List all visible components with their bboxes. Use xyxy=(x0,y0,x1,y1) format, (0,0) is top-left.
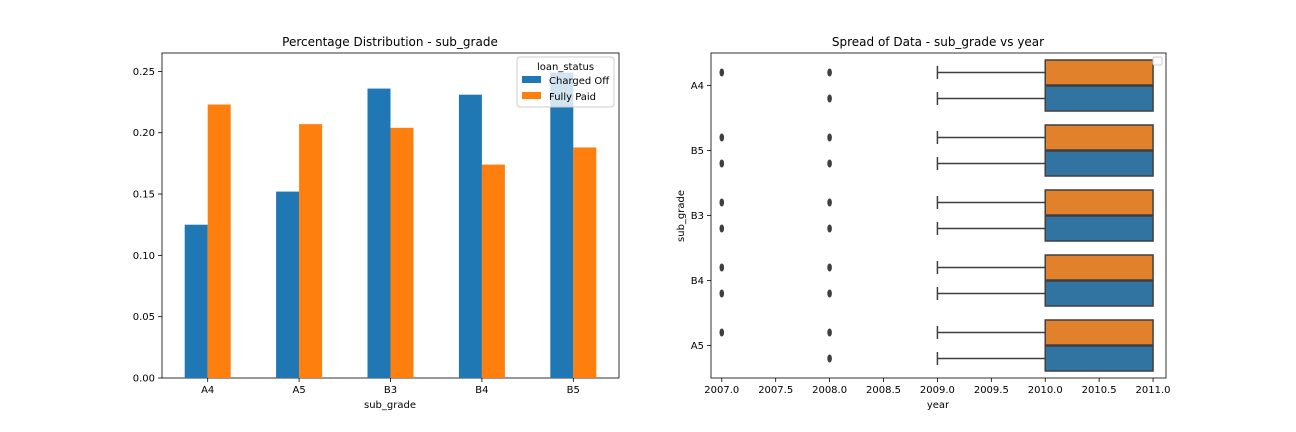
x-tick-label: 2009.0 xyxy=(920,385,955,396)
box-0-b3 xyxy=(719,189,1154,216)
bar-charged-off-a4 xyxy=(184,224,208,378)
bar-chart-x-axis: A4 A5 B3 B4 B5 xyxy=(201,378,580,396)
outlier-point xyxy=(719,133,725,142)
x-tick-label-a5: A5 xyxy=(292,385,305,396)
x-tick-label: 2010.0 xyxy=(1028,385,1063,396)
box-plot-empty-legend xyxy=(1152,56,1163,66)
legend-frame xyxy=(516,56,615,108)
x-tick-label-a4: A4 xyxy=(201,385,214,396)
x-tick-label-b5: B5 xyxy=(567,385,580,396)
box-body xyxy=(1044,280,1154,307)
x-tick-label-b4: B4 xyxy=(475,385,488,396)
x-tick-label: 2009.5 xyxy=(974,385,1009,396)
outlier-point xyxy=(827,224,832,233)
bar-chart-x-label: sub_grade xyxy=(364,400,416,411)
y-tick-label-a4: A4 xyxy=(691,81,704,92)
legend-label-charged-off: Charged Off xyxy=(549,76,610,87)
bar-chart-title: Percentage Distribution - sub_grade xyxy=(282,35,498,49)
y-tick-label-b5: B5 xyxy=(691,146,704,157)
bar-charged-off-b4 xyxy=(458,94,482,378)
outlier-point xyxy=(827,198,832,207)
bar-fully-paid-a4 xyxy=(207,104,231,379)
x-tick-label: 2008.0 xyxy=(812,385,847,396)
y-tick-label-b3: B3 xyxy=(691,211,704,222)
outlier-point xyxy=(719,328,725,337)
box-body xyxy=(1044,150,1154,177)
box-plot-frame xyxy=(710,52,1167,379)
legend-swatch-fully-paid xyxy=(522,92,541,99)
box-body xyxy=(1044,85,1154,112)
box-body xyxy=(1044,215,1154,242)
x-tick-label: 2010.5 xyxy=(1082,385,1117,396)
legend-label-fully-paid: Fully Paid xyxy=(549,92,596,103)
bar-chart-y-axis: 0.00 0.05 0.10 0.15 0.20 0.25 xyxy=(133,67,162,385)
bar-charged-off-a5 xyxy=(276,191,300,378)
box-body xyxy=(1044,319,1154,346)
outlier-point xyxy=(827,94,832,103)
x-tick-label: 2011.0 xyxy=(1136,385,1171,396)
bar-charged-off-b3 xyxy=(367,88,391,378)
outlier-point xyxy=(827,263,832,272)
box-body xyxy=(1044,345,1154,372)
box-0-a5 xyxy=(719,319,1154,346)
box-plot-y-axis: A4 B5 B3 B4 A5 xyxy=(691,81,711,352)
outlier-point xyxy=(827,159,832,168)
y-tick-label: 0.25 xyxy=(133,67,155,78)
y-tick-label: 0.15 xyxy=(133,190,155,201)
outlier-point xyxy=(827,328,832,337)
box-1-a4 xyxy=(827,85,1154,112)
box-1-b4 xyxy=(719,280,1154,307)
box-0-b5 xyxy=(719,124,1154,151)
box-plot-y-label: sub_grade xyxy=(676,190,687,242)
x-tick-label-b3: B3 xyxy=(384,385,397,396)
outlier-point xyxy=(719,224,725,233)
box-0-a4 xyxy=(719,59,1154,86)
bar-chart-legend: loan_status Charged Off Fully Paid xyxy=(516,56,615,108)
box-plot-x-axis: 2007.0 2007.5 2008.0 2008.5 2009.0 2009.5 2010… xyxy=(704,378,1171,396)
outlier-point xyxy=(719,289,725,298)
outlier-point xyxy=(719,263,725,272)
y-tick-label: 0.10 xyxy=(133,251,155,262)
outlier-point xyxy=(719,68,725,77)
box-plot-x-label: year xyxy=(927,400,950,411)
x-tick-label: 2007.5 xyxy=(758,385,793,396)
box-body xyxy=(1044,59,1154,86)
outlier-point xyxy=(719,159,725,168)
bar-fully-paid-b3 xyxy=(390,127,414,379)
box-plot-title: Spread of Data - sub_grade vs year xyxy=(832,35,1044,49)
x-tick-label: 2007.0 xyxy=(704,385,739,396)
box-plot: Spread of Data - sub_grade vs year A4 B5 B… xyxy=(676,35,1171,411)
bar-fully-paid-b5 xyxy=(573,147,597,378)
box-1-b5 xyxy=(719,150,1154,177)
bar-charged-off-b5 xyxy=(550,72,574,378)
bar-fully-paid-b4 xyxy=(481,164,505,378)
box-body xyxy=(1044,124,1154,151)
outlier-point xyxy=(719,198,725,207)
bar-fully-paid-a5 xyxy=(299,124,323,378)
bar-chart-bars xyxy=(184,72,597,379)
outlier-point xyxy=(827,289,832,298)
outlier-point xyxy=(827,354,832,363)
y-tick-label-b4: B4 xyxy=(691,276,704,287)
box-plot-boxes xyxy=(719,59,1154,372)
box-0-b4 xyxy=(719,254,1154,281)
outlier-point xyxy=(827,133,832,142)
y-tick-label: 0.20 xyxy=(133,128,155,139)
y-tick-label-a5: A5 xyxy=(691,341,704,352)
box-body xyxy=(1044,254,1154,281)
box-body xyxy=(1044,189,1154,216)
legend-title: loan_status xyxy=(537,62,594,73)
bar-chart: Percentage Distribution - sub_grade 0.00… xyxy=(133,35,620,411)
box-1-a5 xyxy=(827,345,1154,372)
box-1-b3 xyxy=(719,215,1154,242)
outlier-point xyxy=(827,68,832,77)
y-tick-label: 0.05 xyxy=(133,312,155,323)
x-tick-label: 2008.5 xyxy=(866,385,901,396)
legend-swatch-charged-off xyxy=(522,76,541,83)
y-tick-label: 0.00 xyxy=(133,374,155,385)
